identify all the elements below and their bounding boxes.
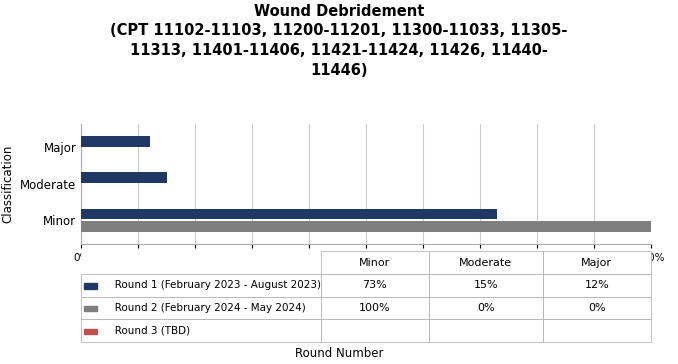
Y-axis label: Classification: Classification xyxy=(1,145,15,223)
Text: Wound Debridement
(CPT 11102-11103, 11200-11201, 11300-11033, 11305-
11313, 1140: Wound Debridement (CPT 11102-11103, 1120… xyxy=(111,4,567,78)
FancyBboxPatch shape xyxy=(84,328,97,334)
Bar xyxy=(81,221,651,232)
FancyBboxPatch shape xyxy=(84,306,97,312)
Bar xyxy=(81,172,167,183)
Bar xyxy=(81,209,497,219)
FancyBboxPatch shape xyxy=(84,283,97,289)
Text: Round Number: Round Number xyxy=(295,347,383,360)
Bar xyxy=(81,136,150,147)
